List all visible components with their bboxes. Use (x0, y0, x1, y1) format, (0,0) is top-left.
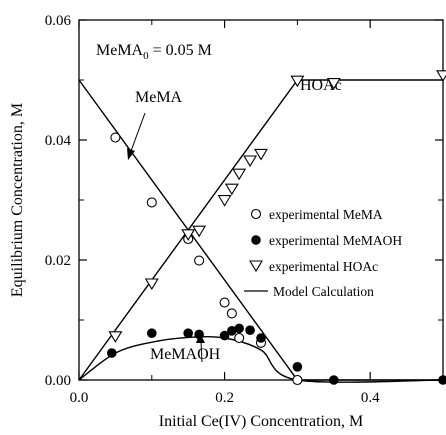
point-memaoh (438, 375, 446, 385)
point-memaoh (147, 328, 157, 338)
y-tick-label: 0.06 (45, 13, 72, 29)
point-mema (111, 133, 120, 142)
legend-marker-mema (252, 210, 261, 219)
memaoh-label: MeMAOH (150, 346, 221, 363)
point-hoac (219, 196, 231, 206)
point-hoac (226, 184, 238, 194)
y-tick-label: 0.04 (45, 133, 72, 149)
point-mema (195, 256, 204, 265)
legend: experimental MeMA experimental MeMAOH ex… (244, 207, 402, 299)
x-tick-label: 0.2 (215, 390, 234, 406)
point-hoac (233, 169, 245, 179)
legend-label-model: Model Calculation (273, 284, 374, 299)
x-tick-label: 0.4 (361, 390, 380, 406)
y-tick-label: 0.00 (45, 373, 71, 389)
point-hoac (244, 156, 256, 166)
point-memaoh (234, 324, 244, 334)
point-memaoh (245, 325, 255, 335)
plot-area (79, 20, 446, 385)
point-hoac (255, 149, 267, 159)
point-mema (235, 334, 244, 343)
y-tick-label: 0.02 (45, 253, 71, 269)
x-axis-title: Initial Ce(IV) Concentration, M (159, 413, 363, 430)
condition-suffix: = 0.05 M (149, 42, 212, 59)
legend-marker-hoac (250, 261, 262, 271)
hoac-label: HOAc (300, 77, 342, 94)
legend-marker-memaoh (251, 235, 261, 245)
point-hoac (146, 279, 158, 289)
point-memaoh (293, 362, 303, 372)
point-mema (220, 298, 229, 307)
point-hoac (193, 226, 205, 236)
annotations: MeMA0 = 0.05 M MeMA HOAc MeMAOH (96, 42, 342, 363)
mema-label: MeMA (135, 89, 183, 106)
plot-frame (79, 20, 443, 380)
legend-label-memaoh: experimental MeMAOH (269, 233, 402, 248)
axis-ticks (79, 20, 443, 380)
x-tick-label: 0.0 (70, 390, 89, 406)
data-markers (107, 71, 446, 385)
legend-label-mema: experimental MeMA (269, 207, 383, 222)
mema-arrow-line (131, 113, 145, 151)
mema-arrow-head (127, 148, 135, 160)
point-mema (227, 309, 236, 318)
point-mema (147, 198, 156, 207)
point-mema (293, 376, 302, 385)
point-memaoh (256, 333, 266, 343)
point-memaoh (329, 375, 339, 385)
condition-annotation: MeMA0 = 0.05 M (96, 42, 212, 62)
point-memaoh (183, 328, 193, 338)
condition-prefix: MeMA (96, 42, 144, 59)
point-memaoh (107, 348, 117, 358)
y-axis-title: Equilibrium Concentration, M (9, 103, 26, 297)
legend-label-hoac: experimental HOAc (269, 259, 378, 274)
